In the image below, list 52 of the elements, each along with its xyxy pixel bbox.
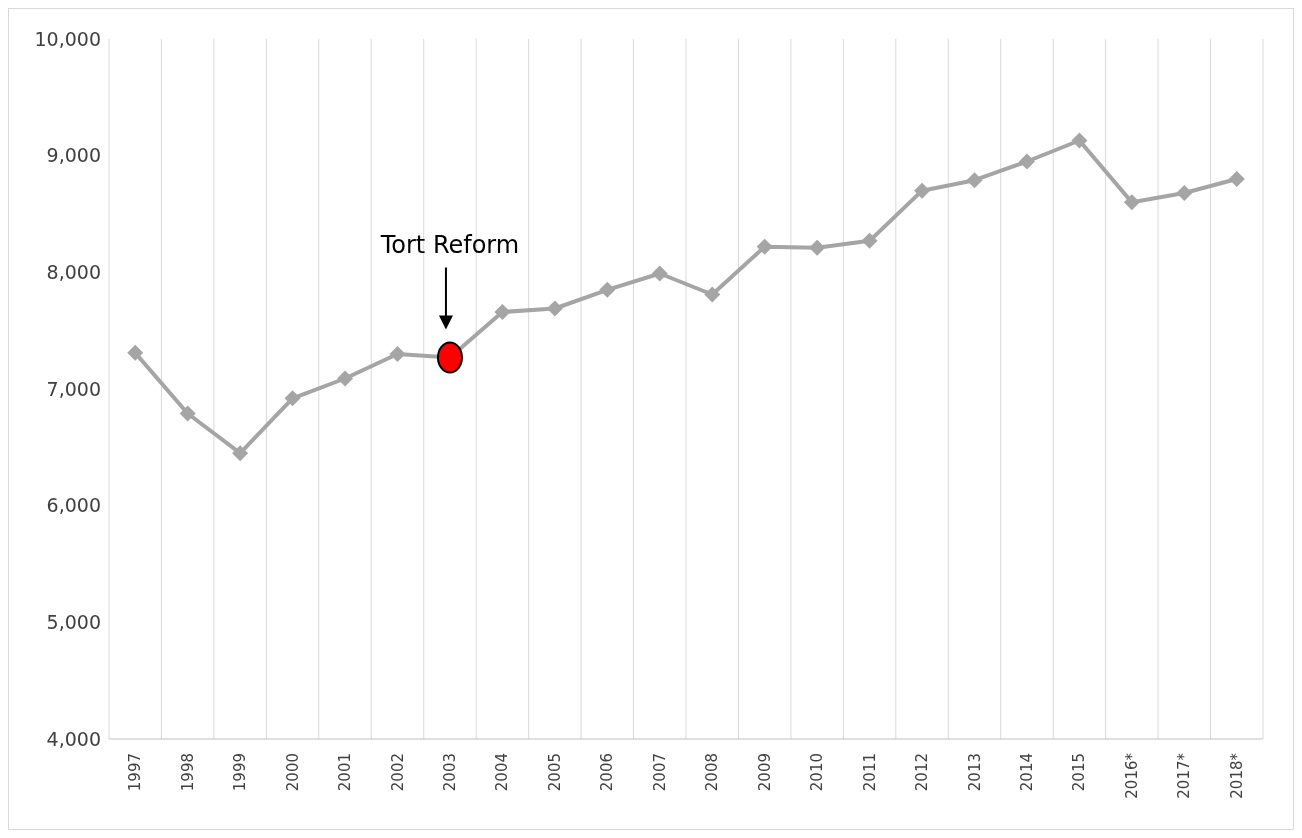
y-tick-label: 8,000 — [46, 261, 101, 284]
x-tick-label: 1999 — [231, 753, 250, 792]
point — [756, 238, 773, 255]
point — [1018, 153, 1035, 170]
y-tick-label: 4,000 — [46, 727, 101, 750]
point — [809, 239, 826, 256]
point — [436, 341, 463, 374]
y-tick-label: 9,000 — [46, 144, 101, 167]
point — [337, 370, 354, 387]
point — [599, 281, 616, 298]
x-tick-label: 2001 — [336, 753, 355, 792]
point — [861, 232, 878, 249]
x-tick-label: 1998 — [178, 753, 197, 792]
x-tick-label: 2010 — [808, 753, 827, 792]
point — [704, 286, 721, 303]
point — [494, 304, 511, 320]
point — [389, 346, 406, 362]
point — [651, 265, 668, 282]
x-tick-label: 2004 — [493, 753, 512, 792]
x-tick-label: 2018* — [1227, 752, 1246, 799]
y-tick-label: 6,000 — [46, 494, 101, 517]
x-tick-label: 2011 — [860, 753, 879, 792]
point — [179, 405, 196, 422]
point — [284, 390, 301, 407]
x-tick-label: 1997 — [126, 753, 145, 792]
x-tick-label: 2016* — [1122, 752, 1141, 799]
x-tick-label: 2006 — [598, 753, 617, 792]
x-tick-label: 2017* — [1175, 752, 1194, 799]
x-tick-label: 2008 — [703, 753, 722, 792]
point — [232, 445, 249, 462]
y-tick-label: 5,000 — [46, 611, 101, 634]
x-tick-label: 2003 — [440, 753, 459, 792]
point — [914, 182, 931, 199]
point — [546, 300, 563, 317]
x-tick-label: 2013 — [965, 753, 984, 792]
x-tick-label: 2000 — [283, 753, 302, 792]
point — [1176, 185, 1193, 201]
point — [127, 344, 144, 361]
point — [1123, 194, 1140, 211]
x-tick-label: 2014 — [1017, 753, 1036, 792]
point — [1071, 132, 1088, 149]
x-tick-label: 2002 — [388, 753, 407, 792]
x-tick-label: 2007 — [650, 753, 669, 792]
x-tick-label: 2005 — [545, 753, 564, 792]
y-tick-label: 7,000 — [46, 377, 101, 400]
x-tick-label: 2015 — [1070, 753, 1089, 792]
point — [1228, 171, 1245, 187]
annotation: Tort Reform — [379, 230, 520, 259]
point — [966, 172, 983, 189]
x-tick-label: 2012 — [913, 753, 932, 792]
x-tick-label: 2009 — [755, 753, 774, 792]
y-tick-label: 10,000 — [34, 27, 101, 50]
